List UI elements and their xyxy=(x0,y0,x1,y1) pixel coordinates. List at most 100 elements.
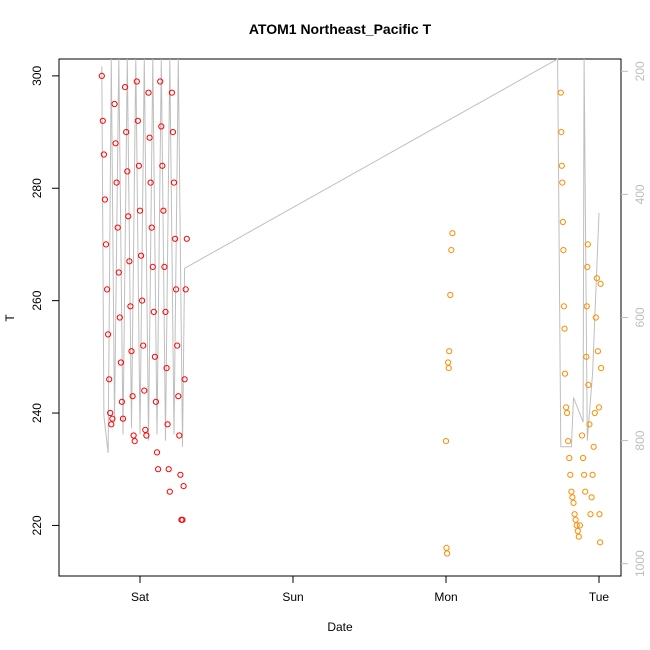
series-1-point-21 xyxy=(123,129,130,136)
x-tick-label-sun: Sun xyxy=(282,590,303,604)
series-1-point-57 xyxy=(164,421,171,428)
series-1-point-74 xyxy=(183,235,190,242)
series-1-point-18 xyxy=(118,398,126,405)
y-axis: 220 240 260 280 300 xyxy=(30,66,59,535)
series-1-point-6 xyxy=(105,331,112,338)
series-1-point-60 xyxy=(168,89,175,96)
series-2-point-46 xyxy=(591,409,598,417)
series-1-point-16 xyxy=(116,314,123,321)
series-2-point-9 xyxy=(557,89,564,96)
series-2-point-50 xyxy=(595,404,603,411)
series-1-point-23 xyxy=(125,213,132,220)
series-1-point-56 xyxy=(163,365,170,372)
series-2-point-40 xyxy=(585,381,592,388)
series-1-point-64 xyxy=(173,286,180,293)
data-points xyxy=(98,72,605,557)
series-1-point-24 xyxy=(126,258,133,265)
series-1-point-28 xyxy=(130,432,137,439)
x-tick-label-mon: Mon xyxy=(434,590,457,604)
series-1-point-65 xyxy=(174,342,181,349)
series-1-point-9 xyxy=(108,421,115,428)
series-1-point-33 xyxy=(136,207,144,214)
series-1-point-73 xyxy=(182,286,189,293)
series-1-point-39 xyxy=(143,432,150,439)
series-2-point-33 xyxy=(580,454,587,462)
series-2-point-32 xyxy=(578,432,586,439)
series-1-point-58 xyxy=(165,466,172,473)
series-1-point-44 xyxy=(149,263,156,270)
series-1-point-59 xyxy=(166,488,173,495)
series-2-point-14 xyxy=(560,247,567,254)
series-1-point-12 xyxy=(112,140,119,147)
series-2-point-43 xyxy=(588,494,595,501)
series-1-point-13 xyxy=(113,179,120,186)
series-2-point-13 xyxy=(559,218,567,226)
series-2-point-39 xyxy=(584,241,591,248)
series-1-point-55 xyxy=(162,308,169,315)
series-2-point-18 xyxy=(563,404,570,411)
series-1-point-70 xyxy=(179,516,186,523)
series-2-point-38 xyxy=(584,263,591,270)
series-1-point-42 xyxy=(147,179,154,186)
chart-title: ATOM1 Northeast_Pacific T xyxy=(249,21,432,37)
series-1-point-19 xyxy=(119,415,127,422)
series-1-point-3 xyxy=(101,196,109,203)
series-1-point-68 xyxy=(177,471,184,478)
series-2-point-26 xyxy=(571,511,578,518)
series-1-point-36 xyxy=(140,342,147,349)
series-2-point-5 xyxy=(446,348,453,355)
series-2-point-48 xyxy=(593,275,601,282)
series-1-point-45 xyxy=(150,308,157,315)
series-1-point-31 xyxy=(134,117,141,124)
series-1-point-15 xyxy=(115,269,122,276)
series-1-point-61 xyxy=(169,129,176,136)
series-2-point-1 xyxy=(443,544,450,552)
x-tick-label-tue: Tue xyxy=(589,590,610,604)
series-2-point-49 xyxy=(594,348,602,355)
y-tick-label-300: 300 xyxy=(30,66,44,86)
series-2-point-31 xyxy=(576,522,584,529)
series-1-point-41 xyxy=(146,134,153,141)
y2-tick-label-1000: 1000 xyxy=(633,550,647,577)
pressure-line xyxy=(101,58,600,453)
series-1-point-4 xyxy=(102,241,110,248)
series-1-point-49 xyxy=(155,466,162,473)
series-1-point-10 xyxy=(109,415,116,422)
series-1-point-1 xyxy=(99,117,106,124)
series-2-point-23 xyxy=(568,488,575,495)
series-2-point-54 xyxy=(598,365,605,372)
series-2-point-2 xyxy=(444,550,451,557)
series-2-point-51 xyxy=(596,511,603,518)
y-tick-label-260: 260 xyxy=(30,290,44,310)
series-2-point-36 xyxy=(583,353,590,360)
series-2-point-21 xyxy=(566,454,573,462)
series-1-point-7 xyxy=(106,376,113,383)
x-axis: Sat Sun Mon Tue xyxy=(131,576,609,604)
series-1-point-52 xyxy=(159,162,166,169)
series-2-point-29 xyxy=(574,527,581,535)
series-2-point-4 xyxy=(445,365,452,372)
series-1-point-35 xyxy=(139,297,146,304)
series-1-point-26 xyxy=(128,348,135,355)
series-2-point-0 xyxy=(442,438,450,445)
series-1-point-29 xyxy=(131,438,138,445)
series-2-point-19 xyxy=(564,409,571,417)
series-2-point-27 xyxy=(572,516,579,523)
y2-tick-label-600: 600 xyxy=(633,307,647,327)
series-2-point-16 xyxy=(561,325,568,332)
series-2-point-41 xyxy=(586,421,593,428)
series-1-point-40 xyxy=(145,89,152,96)
series-1-point-63 xyxy=(172,235,179,242)
pressure-line-path xyxy=(101,58,600,453)
y2-axis: 200 400 600 800 1000 xyxy=(621,61,647,577)
series-2-point-47 xyxy=(592,314,599,321)
series-2-point-8 xyxy=(449,230,456,237)
series-1-point-25 xyxy=(127,303,134,310)
series-2-point-53 xyxy=(597,280,604,287)
series-1-point-20 xyxy=(122,84,129,91)
series-1-point-32 xyxy=(135,162,142,169)
y2-tick-label-200: 200 xyxy=(633,61,647,81)
series-2-point-35 xyxy=(582,488,589,495)
series-1-point-37 xyxy=(141,387,148,394)
